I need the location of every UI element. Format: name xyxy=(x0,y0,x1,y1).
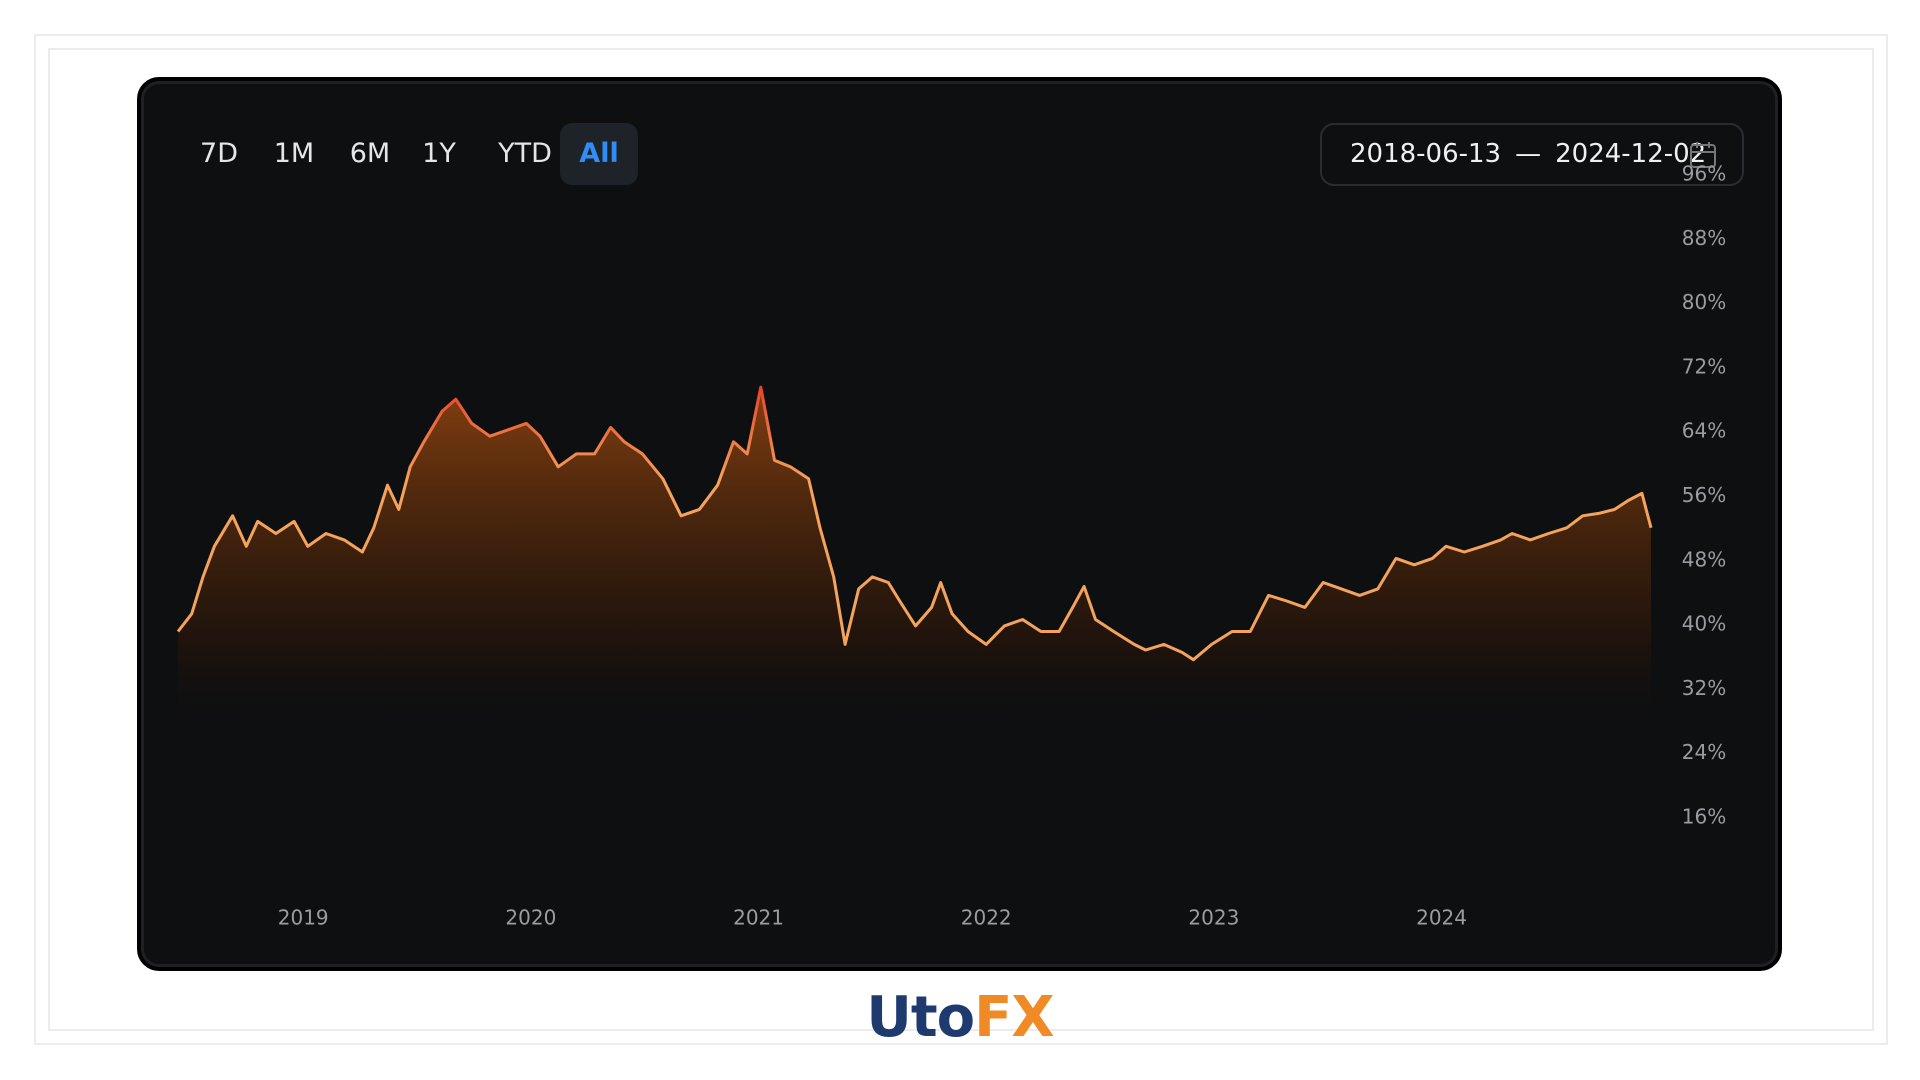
chart-card: 2018-06-13 — 2024-12-02 16% 24% 32% 40% 48% 56%… xyxy=(137,77,1782,971)
logo: UtoFX xyxy=(0,985,1920,1050)
calendar-icon xyxy=(1690,142,1716,168)
range-button[interactable]: 1Y xyxy=(422,138,456,169)
x-tick-label: 2022 xyxy=(961,906,1012,930)
y-tick-label: 32% xyxy=(1682,676,1726,700)
range-button[interactable]: YTD xyxy=(498,138,552,169)
area xyxy=(178,387,1651,730)
x-tick-label: 2019 xyxy=(278,906,329,930)
date-range[interactable]: 2018-06-13 — 2024-12-02 xyxy=(1320,123,1744,186)
x-tick-label: 2020 xyxy=(505,906,556,930)
y-tick-label: 72% xyxy=(1682,354,1726,378)
line xyxy=(176,385,1653,662)
y-tick-label: 16% xyxy=(1682,805,1726,829)
y-tick-label: 40% xyxy=(1682,612,1726,636)
date-end: 2024-12-02 xyxy=(1555,139,1707,169)
y-tick-label: 56% xyxy=(1682,483,1726,507)
chart: 16% 24% 32% 40% 48% 56% 64% 72% 80% 88% 96% 2019 202… xyxy=(176,162,1726,930)
range-button[interactable]: 1M xyxy=(273,138,315,169)
y-tick-label: 96% xyxy=(1682,162,1726,186)
y-tick-label: 64% xyxy=(1682,419,1726,443)
frame xyxy=(48,48,1874,1031)
y-tick-label: 88% xyxy=(1682,226,1726,250)
x-tick-label: 2024 xyxy=(1416,906,1467,930)
x-tick-label: 2021 xyxy=(733,906,784,930)
range-button[interactable]: All xyxy=(560,123,638,185)
date-separator: — xyxy=(1515,139,1542,169)
y-tick-label: 80% xyxy=(1682,290,1726,314)
y-tick-label: 24% xyxy=(1682,740,1726,764)
y-tick-label: 48% xyxy=(1682,547,1726,571)
range-button[interactable]: 7D xyxy=(200,138,238,169)
x-tick-label: 2023 xyxy=(1188,906,1239,930)
frame xyxy=(34,34,1888,1045)
logo-part: FX xyxy=(974,985,1054,1050)
range-button[interactable]: 6M xyxy=(349,138,391,169)
date-start: 2018-06-13 xyxy=(1350,139,1502,169)
logo-part: Uto xyxy=(866,985,975,1050)
